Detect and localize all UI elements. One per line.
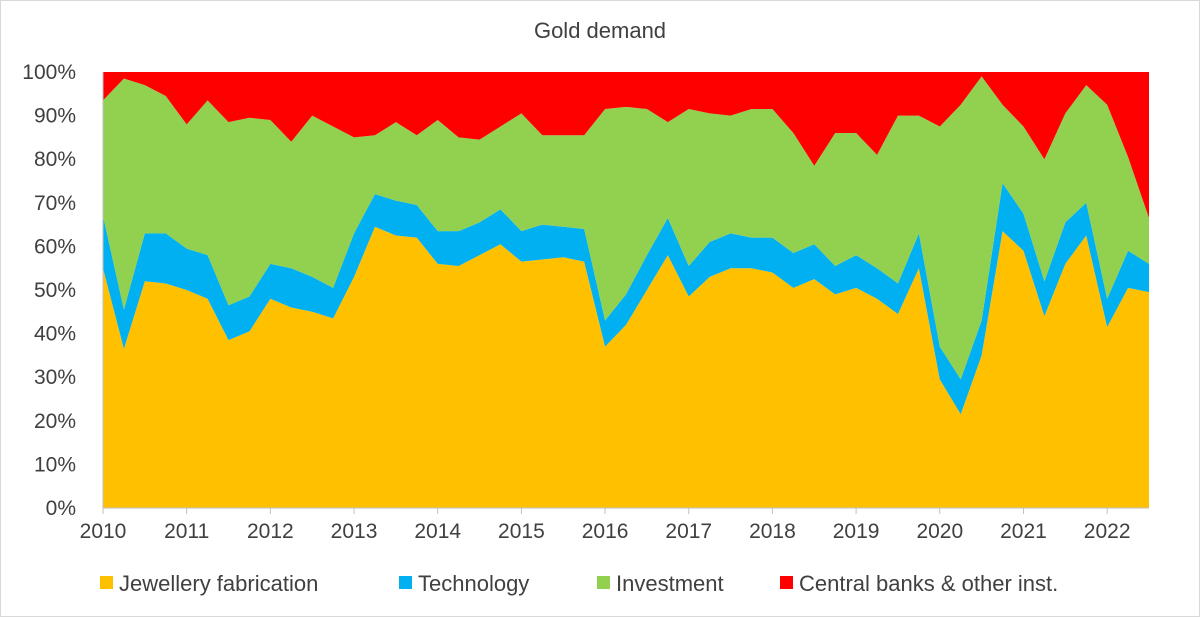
legend-item-1: Technology bbox=[399, 571, 529, 596]
y-tick-label: 70% bbox=[34, 192, 76, 215]
legend: Jewellery fabrication Technology Investmen… bbox=[100, 571, 1058, 596]
y-tick-label: 80% bbox=[34, 148, 76, 171]
area-series-2 bbox=[103, 76, 1149, 380]
x-axis-labels: 2010 2011 2012 2013 2014 2015 2016 2017 2018 2019… bbox=[80, 520, 1131, 543]
x-tick-label: 2017 bbox=[665, 520, 712, 543]
y-axis-labels: 0% 10% 20% 30% 40% 50% 60% 70% 80% 90% 100% bbox=[22, 61, 76, 520]
chart-title: Gold demand bbox=[534, 18, 666, 43]
x-tick-label: 2018 bbox=[749, 520, 796, 543]
y-tick-label: 30% bbox=[34, 366, 76, 389]
y-tick-label: 20% bbox=[34, 410, 76, 433]
y-tick-label: 0% bbox=[46, 497, 76, 520]
legend-swatch bbox=[597, 576, 610, 589]
x-tick-label: 2021 bbox=[1000, 520, 1047, 543]
legend-item-0: Jewellery fabrication bbox=[100, 571, 318, 596]
x-tick-label: 2010 bbox=[80, 520, 127, 543]
y-tick-label: 40% bbox=[34, 323, 76, 346]
legend-label: Central banks & other inst. bbox=[799, 571, 1058, 596]
area-series-1 bbox=[103, 183, 1149, 415]
legend-label: Jewellery fabrication bbox=[119, 571, 318, 596]
legend-swatch bbox=[399, 576, 412, 589]
plot-area bbox=[103, 72, 1149, 508]
legend-swatch bbox=[780, 576, 793, 589]
x-tick-label: 2011 bbox=[164, 520, 209, 543]
x-tick-label: 2012 bbox=[247, 520, 294, 543]
x-tick-label: 2016 bbox=[582, 520, 629, 543]
legend-swatch bbox=[100, 576, 113, 589]
x-tick-label: 2014 bbox=[414, 520, 461, 543]
area-series-0 bbox=[103, 226, 1149, 508]
x-tick-label: 2015 bbox=[498, 520, 545, 543]
x-tick-label: 2019 bbox=[833, 520, 880, 543]
axes bbox=[102, 72, 1149, 514]
y-tick-label: 60% bbox=[34, 235, 76, 258]
x-tick-label: 2022 bbox=[1084, 520, 1131, 543]
area-series-3 bbox=[103, 72, 1149, 219]
y-tick-label: 90% bbox=[34, 105, 76, 128]
legend-label: Technology bbox=[418, 571, 529, 596]
legend-item-3: Central banks & other inst. bbox=[780, 571, 1058, 596]
y-tick-label: 100% bbox=[22, 61, 76, 84]
x-tick-label: 2013 bbox=[331, 520, 378, 543]
y-tick-label: 10% bbox=[34, 453, 76, 476]
legend-item-2: Investment bbox=[597, 571, 724, 596]
y-tick-label: 50% bbox=[34, 279, 76, 302]
legend-label: Investment bbox=[616, 571, 724, 596]
x-tick-label: 2020 bbox=[916, 520, 963, 543]
